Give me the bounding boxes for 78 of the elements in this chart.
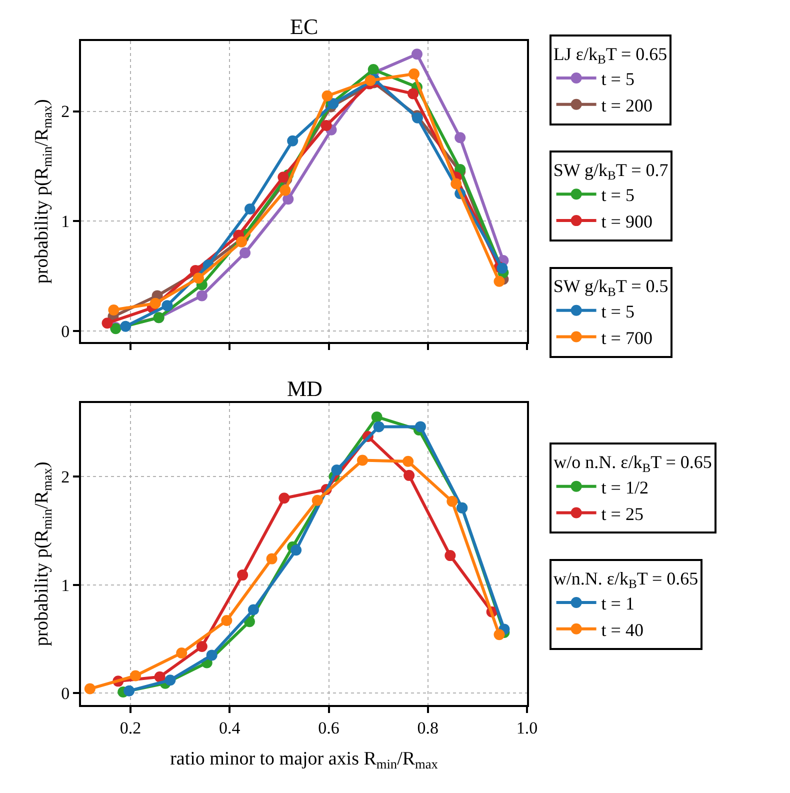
point bbox=[290, 544, 302, 556]
point bbox=[411, 48, 422, 60]
point bbox=[364, 75, 376, 86]
point bbox=[150, 298, 161, 309]
text: SW g/k$_{B}$T = 0.7 bbox=[553, 160, 668, 183]
point bbox=[248, 604, 259, 616]
point bbox=[84, 683, 96, 694]
legend-label: t = 5 bbox=[601, 301, 634, 322]
point bbox=[120, 320, 132, 332]
point bbox=[124, 685, 135, 696]
point bbox=[404, 470, 415, 481]
y-tick-label: 2 bbox=[61, 467, 70, 486]
legend-label: t = 700 bbox=[601, 328, 652, 348]
point bbox=[196, 641, 208, 652]
x-tick-label: 0.2 bbox=[120, 718, 142, 738]
point bbox=[278, 492, 290, 504]
legend-label: t = 5 bbox=[601, 68, 634, 89]
x-tick-label: 0.4 bbox=[219, 718, 241, 738]
legend-label: t = 1 bbox=[601, 594, 634, 614]
point bbox=[176, 648, 188, 659]
point bbox=[414, 421, 426, 432]
point bbox=[331, 464, 342, 476]
x-tick-label: 1.0 bbox=[516, 718, 538, 738]
point bbox=[130, 670, 142, 682]
point bbox=[494, 276, 505, 287]
y-tick-label: 0 bbox=[61, 684, 70, 704]
text: w/o n.N. ε/k$_{B}$T = 0.65 bbox=[554, 452, 712, 475]
point bbox=[408, 88, 419, 100]
point bbox=[102, 318, 113, 329]
point bbox=[408, 68, 420, 80]
point bbox=[108, 304, 120, 316]
point bbox=[266, 553, 278, 564]
point bbox=[320, 120, 332, 132]
point bbox=[373, 421, 384, 432]
point bbox=[494, 629, 505, 640]
legend-label: t = 25 bbox=[601, 504, 644, 524]
point bbox=[450, 178, 462, 190]
legend-label: t = 40 bbox=[601, 620, 644, 640]
point bbox=[280, 184, 291, 196]
x-tick-label: 0.8 bbox=[417, 718, 439, 738]
y-tick-label: 2 bbox=[61, 102, 70, 122]
point bbox=[496, 262, 508, 274]
y-tick-label: 1 bbox=[61, 212, 70, 231]
point bbox=[196, 290, 208, 302]
y-tick-label: 0 bbox=[61, 322, 70, 341]
point bbox=[371, 411, 382, 422]
point bbox=[164, 674, 176, 686]
legend-label: t = 900 bbox=[601, 212, 652, 232]
point bbox=[162, 300, 173, 312]
point bbox=[221, 615, 232, 626]
legend-label: t = 5 bbox=[601, 185, 634, 206]
point bbox=[206, 650, 218, 661]
point bbox=[454, 132, 466, 144]
point bbox=[446, 496, 458, 507]
text: w/n.N. ε/k$_{B}$T = 0.65 bbox=[553, 568, 698, 592]
point bbox=[282, 194, 294, 205]
point bbox=[287, 135, 298, 146]
point bbox=[236, 236, 248, 248]
point bbox=[192, 272, 204, 284]
legend-label: t = 1/2 bbox=[601, 477, 648, 498]
point bbox=[244, 203, 256, 214]
text: LJ ε/k$_{B}$T = 0.65 bbox=[553, 44, 668, 67]
legend-label: t = 200 bbox=[601, 95, 652, 116]
point bbox=[240, 247, 251, 258]
point bbox=[356, 454, 368, 466]
x-axis-title: ratio minor to major axis R$_{min}$/R$_{max}$ bbox=[170, 748, 438, 772]
point bbox=[154, 671, 166, 682]
x-tick-label: 0.6 bbox=[318, 718, 340, 738]
text: SW g/k$_{B}$T = 0.5 bbox=[553, 276, 668, 299]
point bbox=[322, 90, 333, 102]
point bbox=[444, 550, 456, 562]
point bbox=[402, 456, 414, 467]
point bbox=[312, 494, 323, 506]
chart-title: MD bbox=[287, 376, 322, 401]
chart-title: EC bbox=[290, 14, 318, 39]
point bbox=[368, 64, 379, 76]
y-tick-label: 1 bbox=[61, 576, 70, 595]
point bbox=[237, 570, 248, 581]
